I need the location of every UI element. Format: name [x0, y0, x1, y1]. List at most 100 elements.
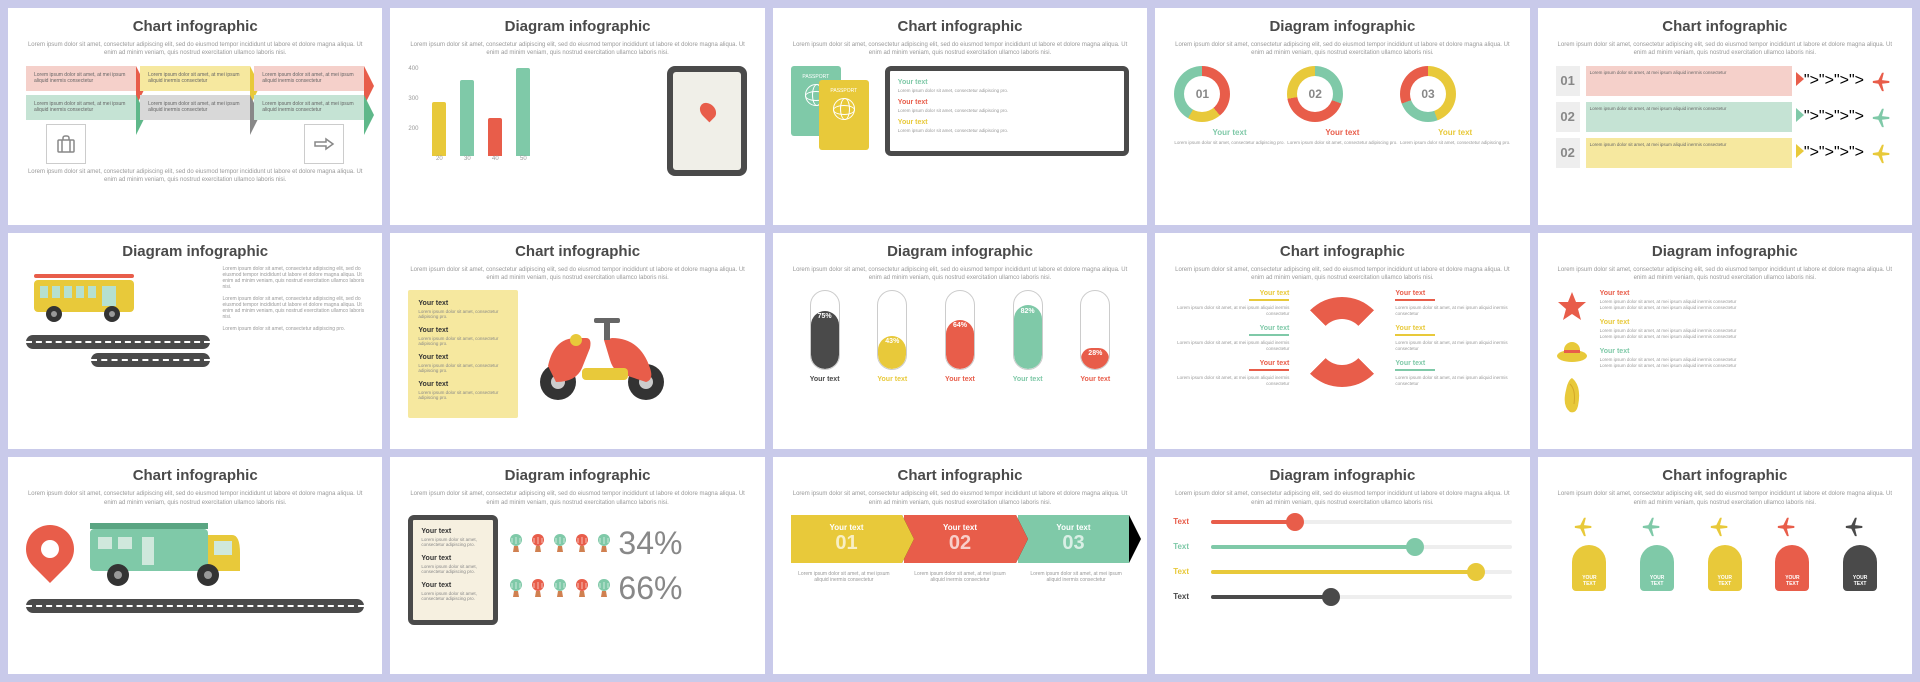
subtitle: Lorem ipsum dolor sit amet, consectetur …: [26, 490, 364, 507]
lifebuoy-icon: [1297, 297, 1387, 387]
title: Chart infographic: [1556, 467, 1894, 484]
card-9: Chart infographic Lorem ipsum dolor sit …: [1155, 233, 1529, 450]
footer-text: Lorem ipsum dolor sit amet, consectetur …: [26, 168, 364, 185]
title: Chart infographic: [791, 18, 1129, 35]
road: [26, 335, 210, 349]
title: Diagram infographic: [1173, 467, 1511, 484]
card-10: Diagram infographic Lorem ipsum dolor si…: [1538, 233, 1912, 450]
bar: [488, 118, 502, 156]
card-8: Diagram infographic Lorem ipsum dolor si…: [773, 233, 1147, 450]
bar: [516, 68, 530, 156]
bar: [460, 80, 474, 156]
card-4: Diagram infographic Lorem ipsum dolor si…: [1155, 8, 1529, 225]
donut-item: 01Your textLorem ipsum dolor sit amet, c…: [1174, 66, 1284, 145]
tag-item: YOURTEXT: [1640, 515, 1674, 591]
card-3: Chart infographic Lorem ipsum dolor sit …: [773, 8, 1147, 225]
list-row: 02Lorem ipsum dolor sit amet, at mei ips…: [1556, 138, 1894, 168]
list-row: 01Lorem ipsum dolor sit amet, at mei ips…: [1556, 66, 1894, 96]
camper-icon: [84, 515, 244, 595]
pill-item: 82%Your text: [1013, 290, 1043, 383]
subtitle: Lorem ipsum dolor sit amet, consectetur …: [408, 490, 746, 507]
subtitle: Lorem ipsum dolor sit amet, consectetur …: [1173, 266, 1511, 283]
tag-item: YOURTEXT: [1843, 515, 1877, 591]
bar-chart: 400 300 200 20304050: [408, 66, 656, 176]
slide-grid: Chart infographic Lorem ipsum dolor sit …: [8, 8, 1912, 674]
arrow-box: Lorem ipsum dolor sit amet, at mei ipsum…: [140, 66, 250, 91]
slider: Text: [1173, 542, 1511, 551]
suitcase-icon: [46, 124, 86, 164]
subtitle: Lorem ipsum dolor sit amet, consectetur …: [1556, 41, 1894, 58]
card-13: Chart infographic Lorem ipsum dolor sit …: [773, 457, 1147, 674]
card-12: Diagram infographic Lorem ipsum dolor si…: [390, 457, 764, 674]
arrow-box: Lorem ipsum dolor sit amet, at mei ipsum…: [26, 95, 136, 120]
subtitle: Lorem ipsum dolor sit amet, consectetur …: [791, 266, 1129, 283]
subtitle: Lorem ipsum dolor sit amet, consectetur …: [1173, 41, 1511, 58]
road: [91, 353, 211, 367]
title: Diagram infographic: [26, 243, 364, 260]
passport-icon: PASSPORT: [819, 80, 869, 150]
card-7: Chart infographic Lorem ipsum dolor sit …: [390, 233, 764, 450]
card-1: Chart infographic Lorem ipsum dolor sit …: [8, 8, 382, 225]
list-row: 02Lorem ipsum dolor sit amet, at mei ips…: [1556, 102, 1894, 132]
donut-item: 03Your textLorem ipsum dolor sit amet, c…: [1400, 66, 1510, 145]
road: [26, 599, 364, 613]
title: Diagram infographic: [1556, 243, 1894, 260]
donut-item: 02Your textLorem ipsum dolor sit amet, c…: [1287, 66, 1397, 145]
tag-item: YOURTEXT: [1572, 515, 1606, 591]
bar: [432, 102, 446, 156]
tag-item: YOURTEXT: [1775, 515, 1809, 591]
starfish-icon: [1556, 290, 1588, 322]
subtitle: Lorem ipsum dolor sit amet, consectetur …: [408, 266, 746, 283]
step: Your text02: [904, 515, 1015, 563]
pill-item: 75%Your text: [810, 290, 840, 383]
tablet-icon: Your textLorem ipsum dolor sit amet, con…: [408, 515, 498, 625]
pill-item: 43%Your text: [877, 290, 907, 383]
card-2: Diagram infographic Lorem ipsum dolor si…: [390, 8, 764, 225]
arrow-box: Lorem ipsum dolor sit amet, at mei ipsum…: [254, 66, 364, 91]
title: Diagram infographic: [408, 467, 746, 484]
title: Chart infographic: [408, 243, 746, 260]
subtitle: Lorem ipsum dolor sit amet, consectetur …: [791, 41, 1129, 58]
scooter-icon: [528, 304, 678, 404]
subtitle: Lorem ipsum dolor sit amet, consectetur …: [1556, 490, 1894, 507]
shell-icon: [1560, 378, 1584, 414]
hat-icon: [1557, 338, 1587, 362]
subtitle: Lorem ipsum dolor sit amet, consectetur …: [1556, 266, 1894, 283]
card-15: Chart infographic Lorem ipsum dolor sit …: [1538, 457, 1912, 674]
pill-item: 64%Your text: [945, 290, 975, 383]
title: Chart infographic: [791, 467, 1129, 484]
card-11: Chart infographic Lorem ipsum dolor sit …: [8, 457, 382, 674]
subtitle: Lorem ipsum dolor sit amet, consectetur …: [26, 41, 364, 58]
subtitle: Lorem ipsum dolor sit amet, consectetur …: [408, 41, 746, 58]
title: Chart infographic: [1173, 243, 1511, 260]
tag-item: YOURTEXT: [1708, 515, 1742, 591]
subtitle: Lorem ipsum dolor sit amet, consectetur …: [791, 490, 1129, 507]
slider: Text: [1173, 517, 1511, 526]
tablet-icon: Your textLorem ipsum dolor sit amet, con…: [885, 66, 1129, 156]
title: Diagram infographic: [408, 18, 746, 35]
pin-icon: [696, 99, 719, 122]
pill-item: 28%Your text: [1080, 290, 1110, 383]
slider: Text: [1173, 567, 1511, 576]
arrow-box: Lorem ipsum dolor sit amet, at mei ipsum…: [254, 95, 364, 120]
title: Chart infographic: [26, 18, 364, 35]
pin-icon: [26, 525, 74, 585]
step: Your text01: [791, 515, 902, 563]
arrow-box: Lorem ipsum dolor sit amet, at mei ipsum…: [26, 66, 136, 91]
step: Your text03: [1018, 515, 1129, 563]
subtitle: Lorem ipsum dolor sit amet, consectetur …: [1173, 490, 1511, 507]
text-block: Lorem ipsum dolor sit amet, consectetur …: [222, 266, 364, 367]
bus-icon: [26, 266, 146, 326]
plane-icon: [304, 124, 344, 164]
card-14: Diagram infographic Lorem ipsum dolor si…: [1155, 457, 1529, 674]
title: Chart infographic: [26, 467, 364, 484]
card-6: Diagram infographic Lorem ipsum dolor si…: [8, 233, 382, 450]
slider: Text: [1173, 592, 1511, 601]
title: Chart infographic: [1556, 18, 1894, 35]
title: Diagram infographic: [791, 243, 1129, 260]
arrow-box: Lorem ipsum dolor sit amet, at mei ipsum…: [140, 95, 250, 120]
card-5: Chart infographic Lorem ipsum dolor sit …: [1538, 8, 1912, 225]
title: Diagram infographic: [1173, 18, 1511, 35]
phone-icon: [667, 66, 747, 176]
info-panel: Your textLorem ipsum dolor sit amet, con…: [408, 290, 518, 418]
